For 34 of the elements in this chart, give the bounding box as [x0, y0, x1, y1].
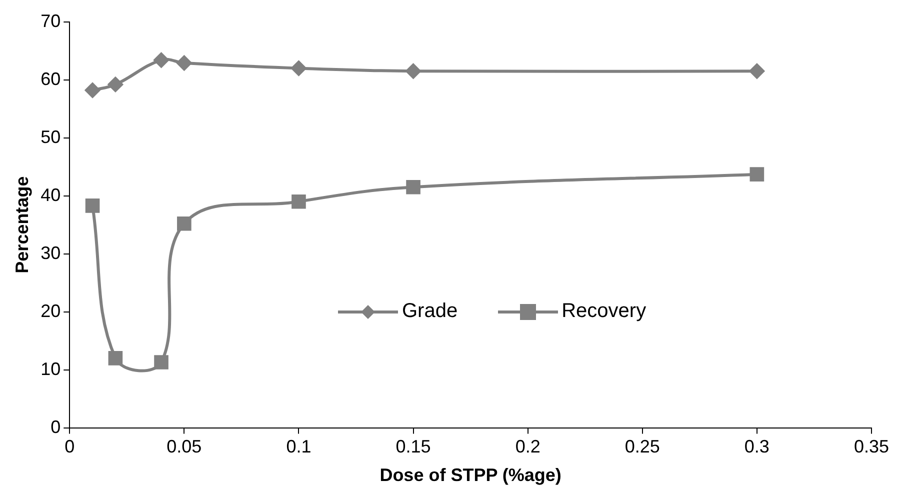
point [750, 167, 764, 182]
x-axis-title: Dose of STPP (%age) [380, 465, 562, 486]
x-tick-label: 0.3 [744, 436, 770, 457]
point [406, 180, 420, 194]
point [292, 194, 306, 209]
x-tick-label: 0.15 [396, 436, 431, 457]
legend-label: Grade [402, 300, 458, 323]
y-tick-label: 30 [40, 242, 61, 263]
y-tick-label: 40 [40, 184, 61, 205]
point [749, 64, 764, 79]
point [176, 55, 192, 70]
x-tick-label: 0.25 [624, 436, 660, 457]
point [154, 52, 169, 68]
x-tick-label: 0.35 [854, 436, 890, 457]
y-tick-label: 20 [40, 300, 61, 321]
point [85, 82, 100, 98]
y-tick-label: 70 [40, 10, 61, 31]
point [85, 198, 100, 213]
point [108, 351, 123, 366]
point [177, 216, 192, 231]
point [406, 64, 421, 79]
point [154, 355, 168, 370]
point [108, 76, 123, 92]
y-axis-title: Percentage [12, 176, 32, 274]
x-tick-label: 0.1 [286, 436, 312, 457]
y-tick-label: 10 [40, 358, 61, 379]
x-tick-label: 0 [64, 436, 75, 457]
x-tick-label: 0.05 [166, 436, 202, 457]
y-tick-label: 50 [40, 126, 61, 147]
y-tick-label: 60 [40, 68, 61, 89]
point [291, 60, 306, 76]
x-tick-label: 0.2 [515, 436, 540, 457]
y-tick-label: 0 [50, 416, 61, 437]
legend-label: Recovery [562, 300, 646, 323]
